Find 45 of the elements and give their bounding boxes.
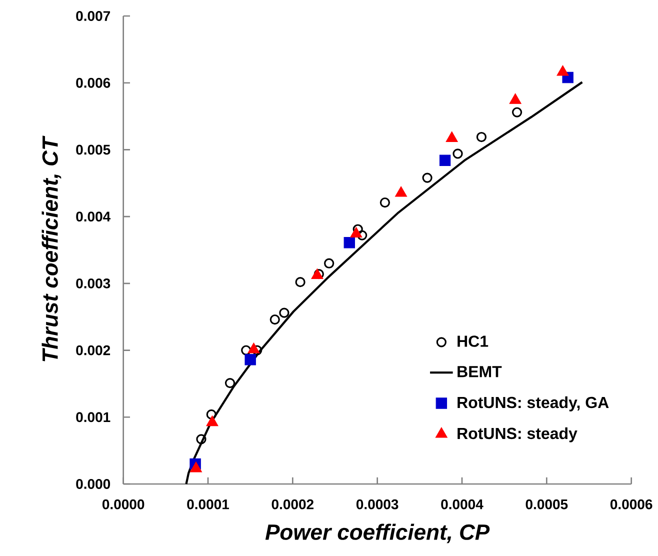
y-tick-label: 0.000 <box>76 479 110 489</box>
legend-label: BEMT <box>458 366 502 378</box>
y-tick-label: 0.005 <box>76 144 110 155</box>
point <box>295 277 306 288</box>
point <box>344 237 355 248</box>
point <box>248 342 260 354</box>
point <box>380 197 390 208</box>
y-tick-label: 0.007 <box>76 11 110 21</box>
y-tick-label: 0.002 <box>76 345 110 356</box>
legend-label: RotUNS: steady, GA <box>458 396 609 412</box>
point <box>196 434 206 444</box>
point <box>352 224 363 234</box>
point <box>324 258 334 268</box>
x-tick-label: 0.0005 <box>526 499 568 510</box>
point <box>190 462 202 472</box>
point <box>422 172 432 183</box>
point <box>357 230 368 240</box>
legend-label: RotUNS: steady <box>458 427 578 442</box>
legend-label: HC1 <box>458 336 488 347</box>
point <box>476 132 487 142</box>
y-tick-label: 0.003 <box>76 278 110 288</box>
y-tick-label: 0.004 <box>76 212 111 222</box>
x-axis-title: Power coefficient, CP <box>265 524 490 544</box>
point <box>224 378 236 388</box>
point <box>279 308 290 318</box>
point <box>439 154 451 166</box>
point <box>270 314 280 325</box>
point <box>311 268 324 280</box>
point <box>206 416 218 426</box>
point <box>206 409 216 420</box>
x-tick-label: 0.0001 <box>187 499 229 510</box>
point <box>350 227 362 238</box>
point <box>452 148 463 159</box>
x-tick-label: 0.0004 <box>441 499 484 510</box>
y-tick-label: 0.001 <box>76 412 110 422</box>
x-tick-label: 0.0003 <box>356 499 398 510</box>
y-axis-title: Thrust coefficient, CT <box>42 136 62 362</box>
point <box>244 354 256 366</box>
x-tick-label: 0.0002 <box>272 499 314 510</box>
point <box>512 107 522 118</box>
x-tick-label: 0.0006 <box>610 499 652 510</box>
x-tick-label: 0.0000 <box>102 499 144 510</box>
y-tick-label: 0.006 <box>76 78 110 88</box>
point <box>241 345 252 356</box>
line-series <box>185 81 584 486</box>
